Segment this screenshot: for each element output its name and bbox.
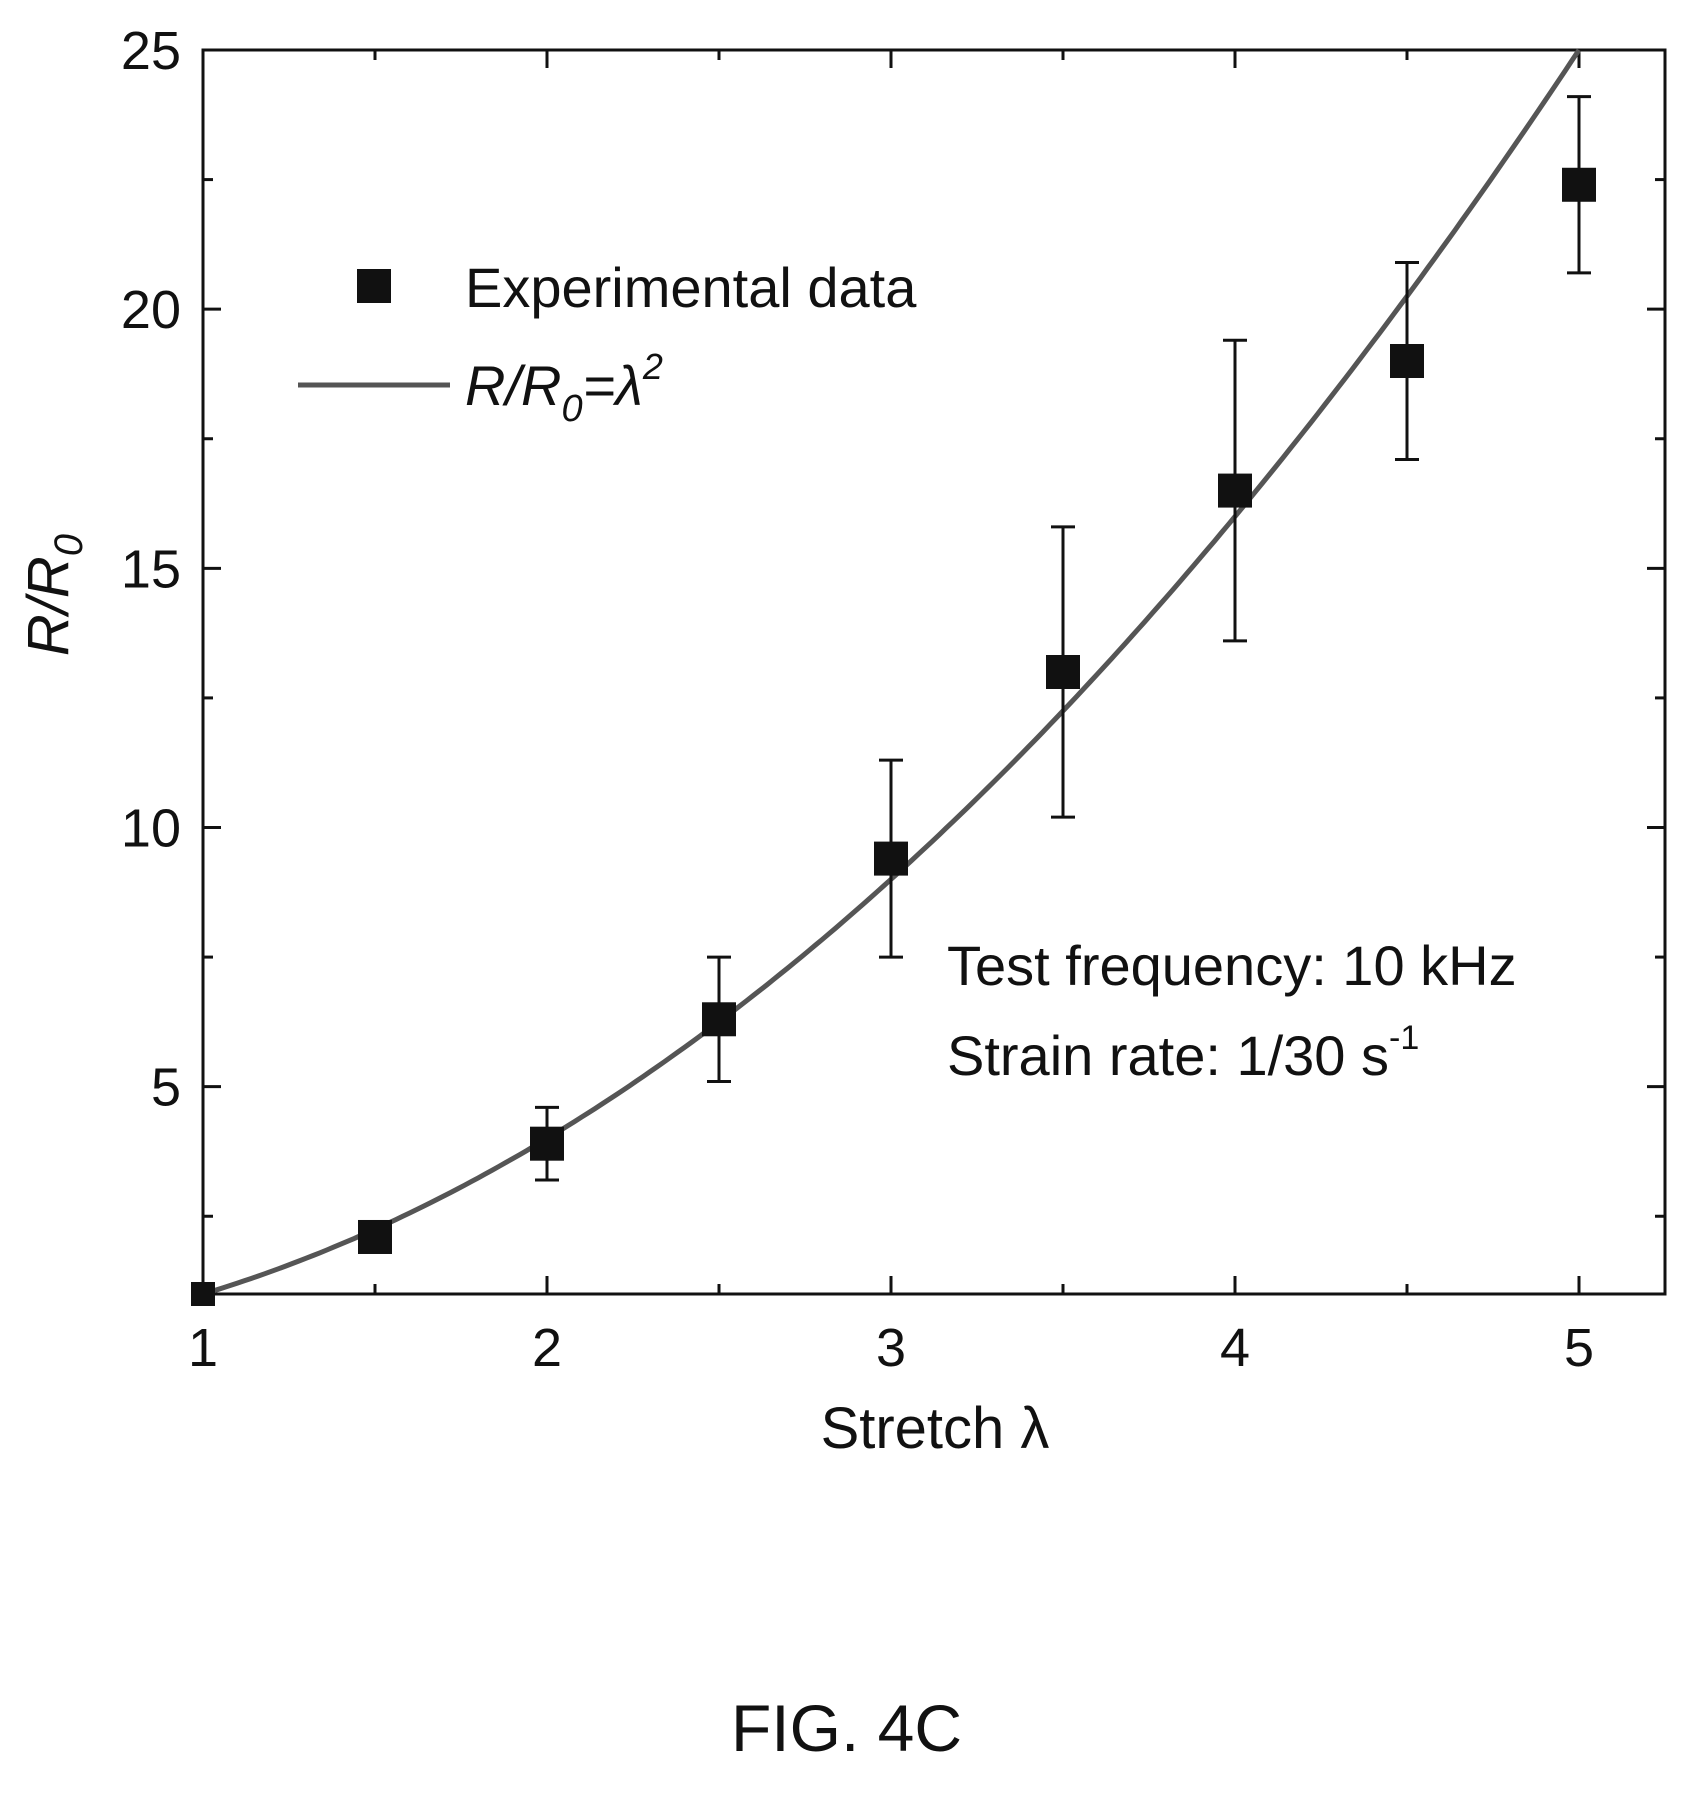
data-point: [358, 1219, 392, 1254]
data-point: [530, 1126, 564, 1161]
note-strain-rate: Strain rate: 1/30 s-1: [947, 1019, 1419, 1087]
legend: Experimental data R/R0=λ2: [298, 256, 917, 430]
legend-marker-square: [357, 269, 391, 303]
test-conditions-note: Test frequency: 10 kHz Strain rate: 1/30…: [947, 934, 1517, 1087]
x-tick-label: 1: [188, 1318, 218, 1378]
fit-curve-layer: [202, 48, 1582, 1297]
x-tick-label: 4: [1220, 1318, 1250, 1378]
data-point: [1218, 473, 1252, 508]
x-tick-label: 5: [1564, 1318, 1594, 1378]
y-tick-label: 10: [121, 799, 181, 859]
figure-caption: FIG. 4C: [730, 1691, 963, 1765]
plot-frame: [201, 48, 1667, 1296]
y-tick-label: 25: [121, 21, 181, 81]
data-point: [874, 841, 908, 876]
data-point: [1390, 344, 1424, 378]
fit-curve: [202, 48, 1582, 1297]
note-test-frequency: Test frequency: 10 kHz: [947, 934, 1517, 997]
data-point: [191, 1282, 215, 1306]
legend-label-experimental: Experimental data: [465, 256, 917, 319]
x-axis-title: Stretch λ: [821, 1396, 1050, 1461]
data-points-layer: [191, 95, 1596, 1306]
y-tick-labels: 5 10 15 20 25: [121, 21, 181, 1118]
y-tick-label: 5: [151, 1058, 181, 1118]
y-tick-label: 20: [121, 280, 181, 340]
data-point: [1046, 655, 1080, 689]
x-tick-label: 2: [532, 1318, 562, 1378]
y-tick-label: 15: [121, 539, 181, 599]
legend-label-fit: R/R0=λ2: [465, 346, 663, 430]
x-tick-labels: 1 2 3 4 5: [188, 1318, 1594, 1378]
axis-ticks: [201, 48, 1665, 1294]
y-axis-title: R/R0: [16, 534, 91, 656]
x-tick-label: 3: [876, 1318, 906, 1378]
data-point: [1562, 167, 1596, 202]
data-point: [702, 1002, 736, 1037]
